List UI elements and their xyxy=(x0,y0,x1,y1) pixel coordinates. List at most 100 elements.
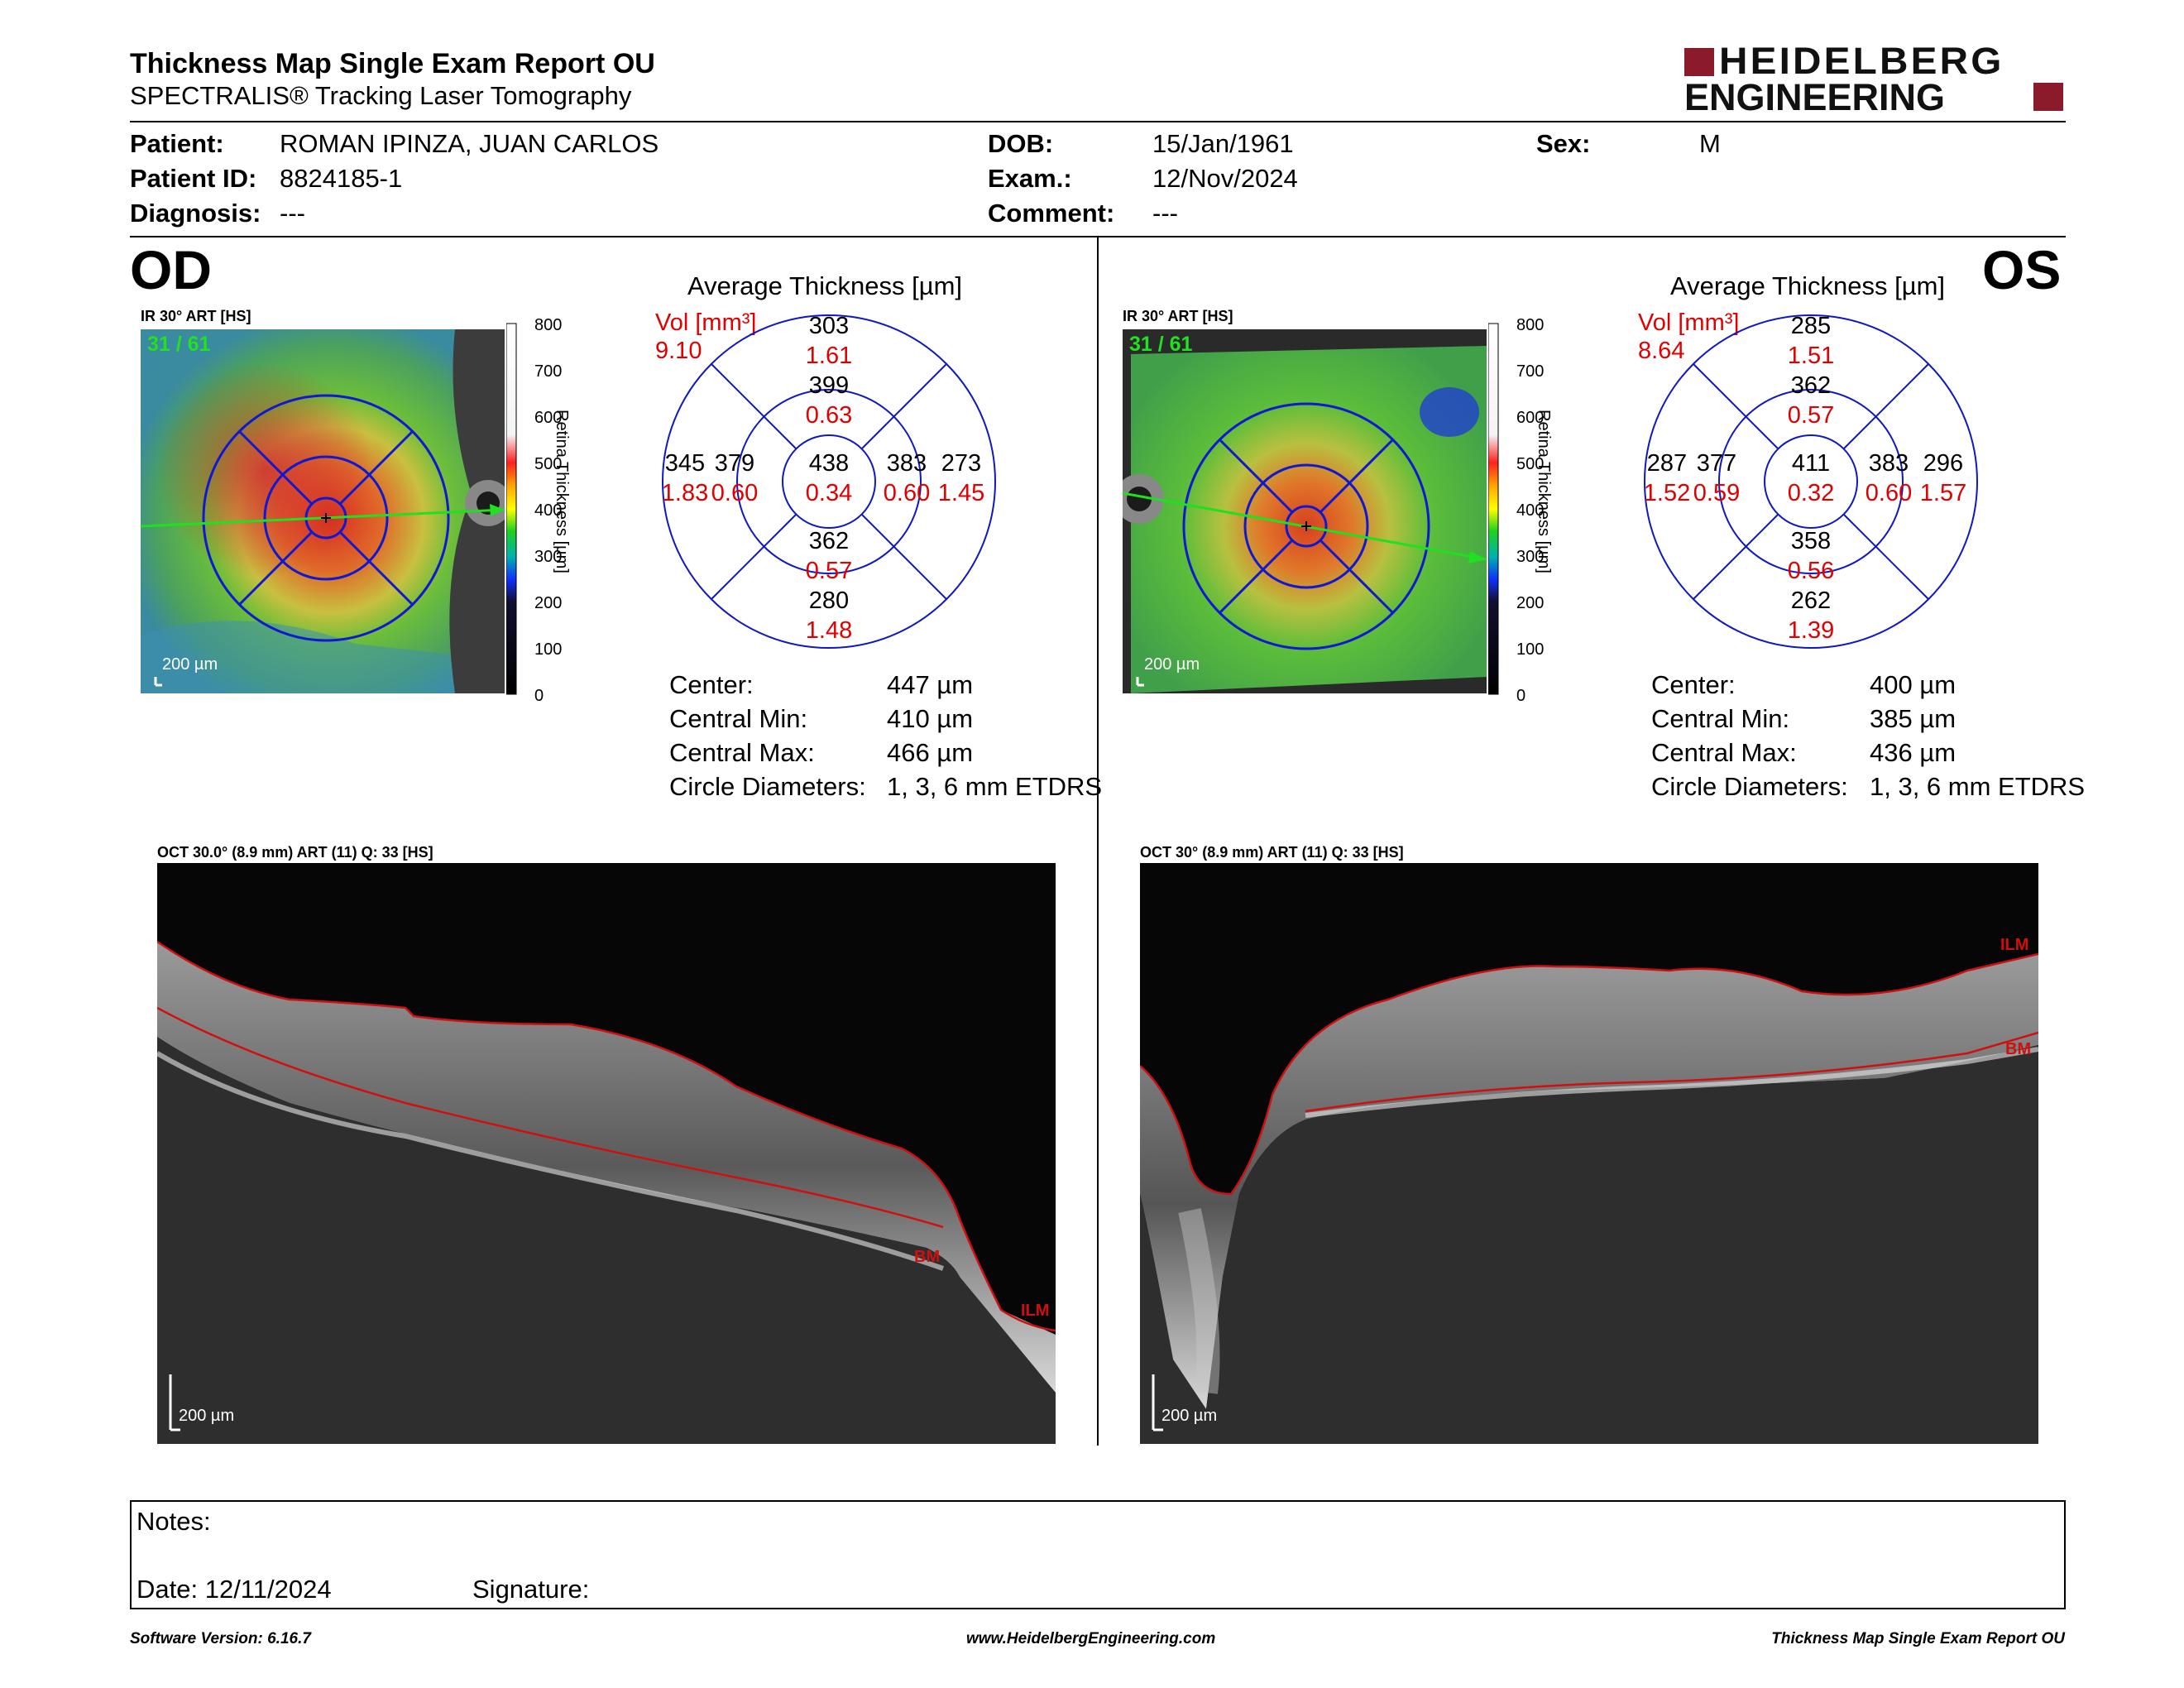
os-central-min-value: 385 µm xyxy=(1870,704,1956,733)
od-central-max-label: Central Max: xyxy=(669,738,815,767)
od-inf-inner-thickness: 362 xyxy=(808,528,850,554)
od-inf-outer-volume: 1.48 xyxy=(805,617,853,644)
od-tick-100: 100 xyxy=(534,640,563,659)
os-nasal-inner-volume: 0.60 xyxy=(1865,480,1913,506)
od-tick-0: 0 xyxy=(534,687,544,705)
notes-box[interactable]: Notes: Date: 12/11/2024 Signature: xyxy=(130,1500,2066,1609)
sex-value: M xyxy=(1699,129,1721,158)
os-sup-outer-volume: 1.51 xyxy=(1787,343,1835,369)
od-circle-diam-label: Circle Diameters: xyxy=(669,772,866,801)
od-thickness-map: 31 / 61 200 µm xyxy=(140,329,511,693)
os-tick-300: 300 xyxy=(1516,548,1545,566)
logo-square-bottom xyxy=(2033,83,2063,111)
od-circle-diam-value: 1, 3, 6 mm ETDRS xyxy=(887,772,1103,801)
od-nasal-outer-thickness: 273 xyxy=(941,450,982,477)
os-oct-label: OCT 30° (8.9 mm) ART (11) Q: 33 [HS] xyxy=(1140,844,1404,861)
od-frames-counter: 31 / 61 xyxy=(147,333,211,356)
report-title: Thickness Map Single Exam Report OU xyxy=(130,48,655,79)
od-ilm-label: ILM xyxy=(1021,1302,1050,1320)
os-center-label: Center: xyxy=(1651,670,1736,699)
od-inf-inner-volume: 0.57 xyxy=(805,558,853,584)
os-fundus-label: IR 30° ART [HS] xyxy=(1123,308,1233,324)
os-center-value: 400 µm xyxy=(1870,670,1956,699)
diagnosis-value: --- xyxy=(280,199,305,228)
logo-square-top xyxy=(1684,48,1714,76)
os-inf-outer-thickness: 262 xyxy=(1790,587,1832,614)
os-colorbar: 800 700 600 500 400 300 200 100 0 Retina… xyxy=(1487,316,1579,704)
od-fundus-scale: 200 µm xyxy=(162,655,218,674)
os-nasal-outer-thickness: 296 xyxy=(1923,450,1964,477)
os-tick-800: 800 xyxy=(1516,316,1545,334)
os-tick-200: 200 xyxy=(1516,594,1545,612)
os-tick-500: 500 xyxy=(1516,455,1545,473)
od-tick-800: 800 xyxy=(534,316,563,334)
od-temp-outer-thickness: 345 xyxy=(664,450,706,477)
od-nasal-inner-thickness: 383 xyxy=(886,450,927,477)
od-sup-outer-thickness: 303 xyxy=(808,313,850,339)
od-central-max-value: 466 µm xyxy=(887,738,974,767)
os-nasal-inner-thickness: 383 xyxy=(1868,450,1909,477)
footer-report-name: Thickness Map Single Exam Report OU xyxy=(1771,1630,2065,1647)
os-frames-counter: 31 / 61 xyxy=(1129,333,1193,356)
logo-line-1: HEIDELBERG xyxy=(1719,40,2004,82)
os-temp-inner-volume: 0.59 xyxy=(1693,480,1741,506)
os-oct-scale: 200 µm xyxy=(1161,1407,1218,1425)
od-tick-400: 400 xyxy=(534,501,563,520)
exam-label: Exam.: xyxy=(988,164,1072,193)
os-central-max-value: 436 µm xyxy=(1870,738,1956,767)
od-oct-label: OCT 30.0° (8.9 mm) ART (11) Q: 33 [HS] xyxy=(157,844,433,861)
od-tick-500: 500 xyxy=(534,455,563,473)
os-tick-100: 100 xyxy=(1516,640,1545,659)
os-inf-inner-thickness: 358 xyxy=(1790,528,1832,554)
od-bm-label: BM xyxy=(914,1248,941,1266)
patient-id-label: Patient ID: xyxy=(130,164,257,193)
od-nasal-outer-volume: 1.45 xyxy=(937,480,985,506)
od-center-label: Center: xyxy=(669,670,754,699)
os-central-min-label: Central Min: xyxy=(1651,704,1790,733)
software-version: Software Version: 6.16.7 xyxy=(130,1630,311,1647)
os-center-volume: 0.32 xyxy=(1787,480,1835,506)
od-temp-inner-volume: 0.60 xyxy=(711,480,759,506)
info-divider xyxy=(130,236,2066,237)
os-temp-outer-thickness: 287 xyxy=(1646,450,1688,477)
os-nasal-outer-volume: 1.57 xyxy=(1919,480,1967,506)
od-center-volume: 0.34 xyxy=(805,480,853,506)
od-sup-inner-volume: 0.63 xyxy=(805,402,853,429)
od-vol-label: Vol [mm³] xyxy=(655,309,757,336)
header-divider xyxy=(130,121,2066,122)
os-temp-outer-volume: 1.52 xyxy=(1643,480,1691,506)
os-inf-outer-volume: 1.39 xyxy=(1787,617,1835,644)
dob-value: 15/Jan/1961 xyxy=(1152,129,1294,158)
logo-line-2: ENGINEERING xyxy=(1684,76,1946,118)
od-inf-outer-thickness: 280 xyxy=(808,587,850,614)
os-colorbar-label: Retina Thickness [µm] xyxy=(1535,410,1553,573)
exam-value: 12/Nov/2024 xyxy=(1152,164,1298,193)
os-inf-inner-volume: 0.56 xyxy=(1787,558,1835,584)
patient-name: ROMAN IPINZA, JUAN CARLOS xyxy=(280,129,659,158)
signature-label: Signature: xyxy=(472,1575,590,1604)
heidelberg-logo: HEIDELBERG ENGINEERING xyxy=(1684,40,2065,118)
od-oct-scale: 200 µm xyxy=(179,1407,235,1425)
od-center-thickness: 438 xyxy=(808,450,850,477)
od-oct-bscan: BM ILM 200 µm xyxy=(157,863,1056,1444)
os-vol-value: 8.64 xyxy=(1638,338,1685,364)
report-subtitle: SPECTRALIS® Tracking Laser Tomography xyxy=(130,81,632,110)
date-label: Date: 12/11/2024 xyxy=(136,1575,332,1604)
os-oct-bscan: ILM BM 200 µm xyxy=(1140,863,2038,1444)
od-eye-label: OD xyxy=(130,239,212,300)
od-central-min-label: Central Min: xyxy=(669,704,808,733)
os-eye-label: OS xyxy=(1982,239,2062,300)
od-sup-outer-volume: 1.61 xyxy=(805,343,853,369)
od-colorbar: 800 700 600 500 400 300 200 100 0 Retina… xyxy=(505,316,597,704)
od-center-value: 447 µm xyxy=(887,670,974,699)
os-circle-diam-value: 1, 3, 6 mm ETDRS xyxy=(1870,772,2086,801)
website-link[interactable]: www.HeidelbergEngineering.com xyxy=(966,1630,1216,1647)
os-center-thickness: 411 xyxy=(1791,450,1831,477)
od-sup-inner-thickness: 399 xyxy=(808,372,850,399)
comment-value: --- xyxy=(1152,199,1178,228)
os-vol-label: Vol [mm³] xyxy=(1638,309,1740,336)
patient-id: 8824185-1 xyxy=(280,164,403,193)
diagnosis-label: Diagnosis: xyxy=(130,199,261,228)
od-avg-title: Average Thickness [µm] xyxy=(687,271,963,300)
od-central-min-value: 410 µm xyxy=(887,704,974,733)
